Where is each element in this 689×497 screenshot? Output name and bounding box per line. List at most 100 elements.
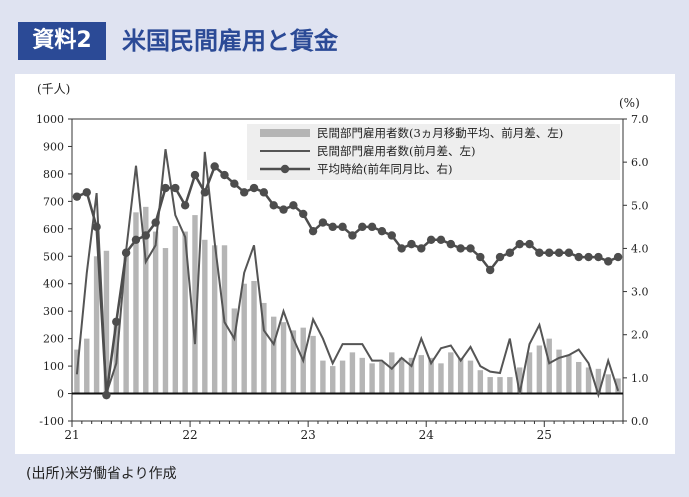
right-tick-label: 4.0	[631, 242, 649, 255]
left-tick-label: 700	[43, 195, 64, 208]
wage-point	[279, 205, 288, 214]
right-tick-label: 3.0	[631, 286, 649, 299]
bar-3mma	[477, 370, 484, 394]
left-tick-label: 600	[43, 223, 64, 236]
right-tick-label: 1.0	[631, 372, 649, 385]
bar-3mma	[310, 335, 316, 394]
wage-point	[476, 252, 485, 262]
wage-point	[220, 170, 229, 180]
wage-point	[358, 222, 367, 232]
wage-point	[505, 248, 515, 257]
wage-point	[426, 235, 436, 244]
bar-3mma	[448, 352, 454, 394]
bar-3mma	[93, 256, 100, 394]
bar-3mma	[379, 361, 385, 394]
chart-panel: 1000 900 800 700 600 500 400 300 200 100 0 -100 7.0 6…	[15, 74, 675, 454]
wage-point	[407, 239, 416, 249]
right-tick-label: 7.0	[631, 113, 649, 126]
bar-3mma	[103, 250, 110, 394]
left-tick-label: 100	[43, 360, 64, 373]
bar-3mma	[398, 357, 405, 394]
x-tick-label: 25	[537, 428, 552, 442]
bar-3mma	[487, 377, 493, 394]
left-tick-label: 300	[43, 305, 64, 318]
wage-point	[604, 257, 613, 266]
wage-point	[417, 244, 426, 253]
wage-point	[200, 188, 210, 197]
left-tick-label: -100	[39, 415, 64, 428]
bar-3mma	[182, 231, 188, 394]
wage-point	[525, 239, 534, 249]
wage-point	[515, 239, 524, 249]
right-tick-label: 6.0	[631, 156, 649, 169]
wage-point	[131, 235, 141, 244]
wage-point	[485, 265, 495, 275]
x-tick-label: 21	[64, 428, 79, 442]
bar-3mma	[516, 367, 523, 394]
left-axis-unit: (千人)	[37, 82, 70, 96]
bar-3mma	[162, 248, 169, 394]
bar-3mma	[576, 361, 582, 394]
bar-3mma	[270, 316, 277, 394]
bar-3mma	[457, 357, 464, 394]
wage-point	[436, 235, 446, 244]
bar-3mma	[497, 377, 503, 394]
legend-label: 民間部門雇用者数(3ヵ月移動平均、前月差、左)	[317, 126, 563, 140]
wage-point	[249, 183, 259, 193]
legend-swatch-wage-marker	[280, 164, 290, 174]
bar-3mma	[438, 363, 444, 394]
bar-3mma	[152, 231, 159, 394]
bar-3mma	[339, 360, 346, 394]
wage-point	[535, 248, 544, 257]
wage-point	[564, 248, 574, 257]
wage-point	[387, 231, 396, 240]
wage-point	[180, 201, 190, 210]
right-tick-label: 5.0	[631, 199, 649, 212]
wage-point	[348, 231, 357, 240]
right-tick-label: 2.0	[631, 329, 649, 342]
bar-3mma	[251, 280, 257, 394]
bar-3mma	[133, 212, 139, 394]
bar-3mma	[605, 374, 611, 394]
left-tick-label: 0	[57, 388, 64, 401]
bar-3mma	[241, 283, 247, 394]
bar-3mma	[389, 352, 395, 394]
bar-3mma	[467, 360, 474, 394]
section-badge: 資料2	[18, 22, 106, 60]
bar-3mma	[546, 338, 552, 394]
wage-point	[328, 222, 337, 232]
right-tick-label: 0.0	[631, 415, 649, 428]
wage-point	[210, 162, 219, 171]
bar-3mma	[123, 256, 129, 394]
wage-point	[92, 222, 101, 232]
wage-point	[72, 192, 82, 201]
x-tick-label: 22	[182, 428, 197, 442]
wage-point	[584, 252, 593, 262]
right-axis-unit: (%)	[619, 96, 640, 110]
wage-point	[377, 226, 387, 236]
bar-3mma	[507, 377, 513, 394]
bar-3mma	[192, 215, 198, 394]
bar-3mma	[349, 352, 356, 394]
bar-3mma	[566, 355, 572, 394]
wage-point	[367, 222, 377, 232]
legend-label: 民間部門雇用者数(前月差、左)	[317, 144, 475, 158]
wage-point	[446, 239, 456, 249]
bar-3mma	[526, 352, 533, 394]
wage-point	[121, 248, 131, 257]
bar-3mma	[290, 330, 297, 394]
bar-3mma	[418, 355, 425, 394]
wage-point	[259, 188, 269, 197]
wage-point	[230, 179, 239, 188]
bar-3mma	[84, 338, 90, 394]
left-tick-label: 1000	[36, 113, 64, 126]
wage-point	[397, 244, 406, 253]
bar-3mma	[320, 360, 326, 394]
x-tick-label: 23	[301, 428, 316, 442]
left-tick-label: 500	[43, 250, 64, 263]
wage-point	[289, 201, 298, 210]
bar-3mma	[428, 357, 434, 394]
source-note: (出所)米労働省より作成	[26, 466, 177, 482]
wage-point	[141, 231, 150, 240]
bar-3mma	[585, 367, 592, 394]
